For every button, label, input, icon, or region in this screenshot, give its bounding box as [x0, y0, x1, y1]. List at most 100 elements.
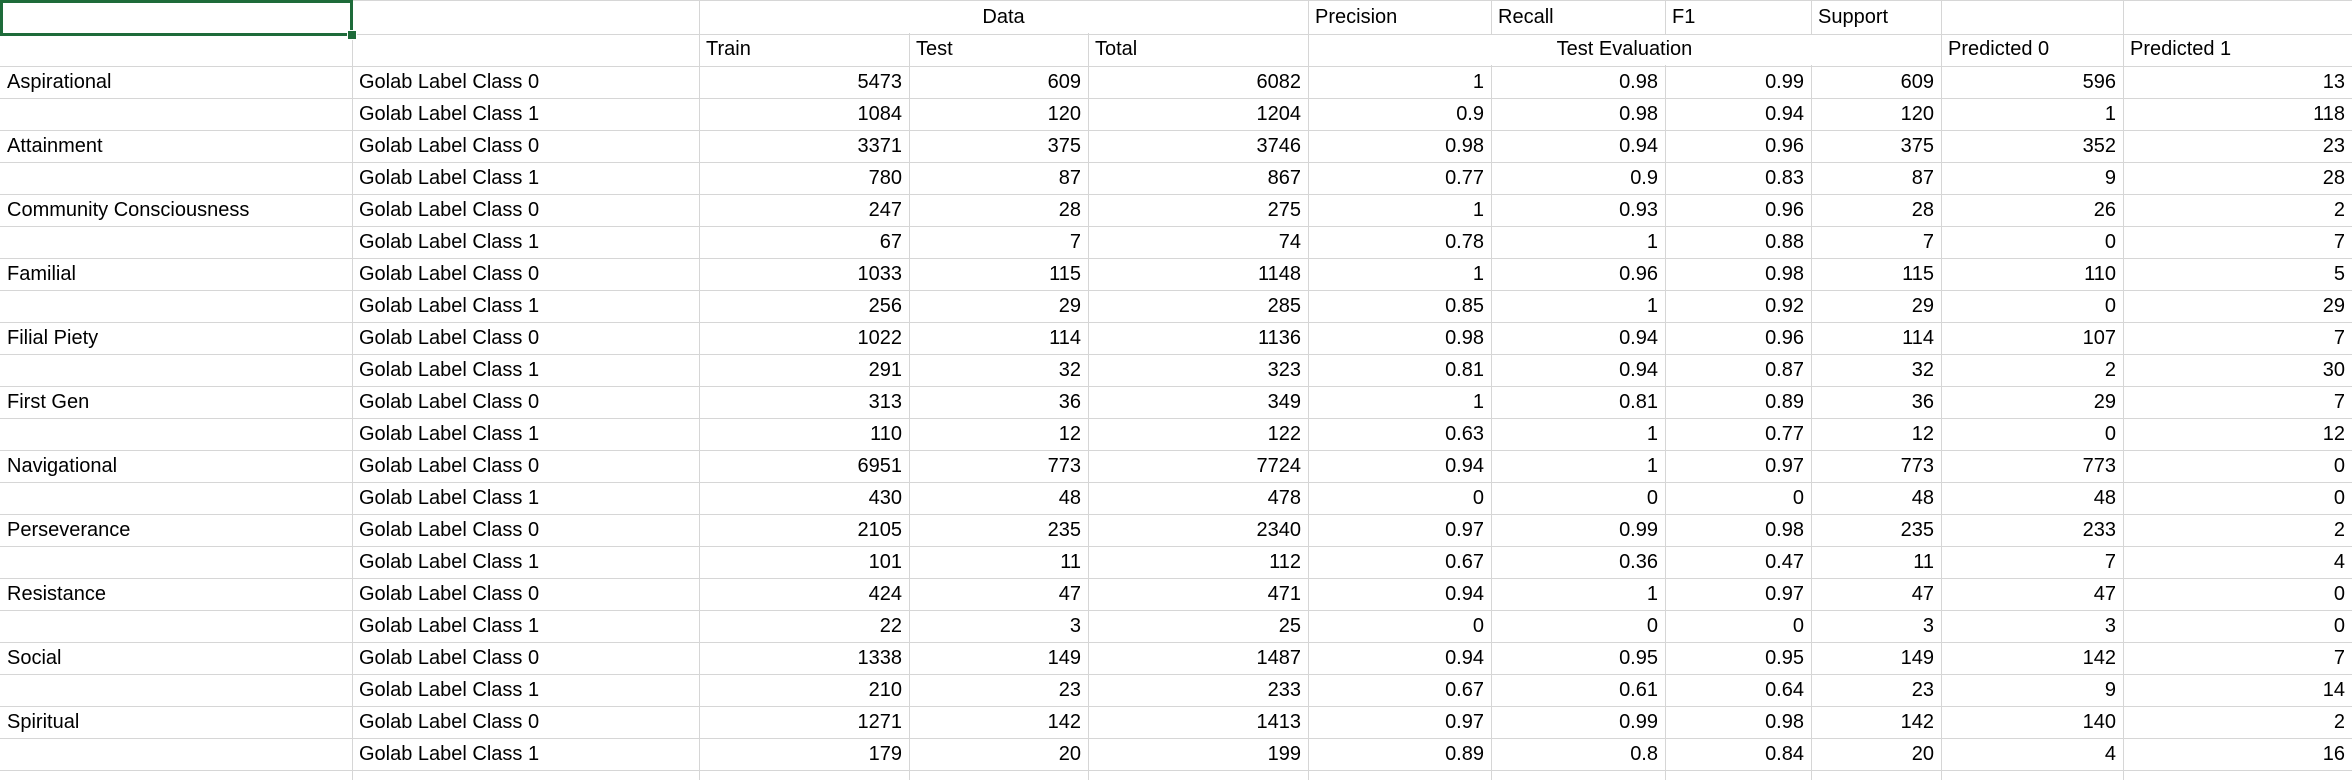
cell-test[interactable]: 114: [1049, 327, 1081, 349]
cell-predicted-0[interactable]: 0: [2104, 295, 2116, 317]
cell-precision[interactable]: 0: [1472, 615, 1484, 637]
cell-support[interactable]: 29: [1911, 295, 1934, 317]
cell-support[interactable]: 20: [1911, 743, 1934, 765]
cell-category[interactable]: [0, 419, 352, 451]
cell-support[interactable]: 12: [1911, 423, 1934, 445]
cell-test[interactable]: 609: [1047, 71, 1081, 93]
cell-test[interactable]: 28: [1058, 199, 1081, 221]
cell-train[interactable]: 430: [868, 487, 902, 509]
cell-support[interactable]: 32: [1911, 359, 1934, 381]
cell-label[interactable]: Golab Label Class 1: [359, 743, 540, 765]
header-test-evaluation[interactable]: Test Evaluation: [1556, 38, 1693, 60]
cell-recall[interactable]: 0: [1646, 487, 1658, 509]
cell-predicted-1[interactable]: 7: [2333, 327, 2345, 349]
cell-total[interactable]: 867: [1267, 167, 1301, 189]
cell-recall[interactable]: 0.36: [1619, 551, 1658, 573]
cell-f1[interactable]: 0.87: [1765, 359, 1804, 381]
cell-label[interactable]: Golab Label Class 0: [359, 647, 540, 669]
cell-support[interactable]: 23: [1911, 679, 1934, 701]
cell-precision[interactable]: 0.94: [1445, 583, 1484, 605]
cell-train[interactable]: 179: [868, 743, 902, 765]
cell-predicted-1[interactable]: 5: [2333, 263, 2345, 285]
cell-label[interactable]: Golab Label Class 1: [359, 359, 540, 381]
cell-f1[interactable]: 0.96: [1765, 327, 1804, 349]
cell-predicted-1[interactable]: 12: [2322, 423, 2345, 445]
cell-label[interactable]: Golab Label Class 0: [359, 327, 540, 349]
cell-precision[interactable]: 1: [1472, 199, 1484, 221]
cell-predicted-0[interactable]: 9: [2104, 679, 2116, 701]
cell-f1[interactable]: 0.98: [1765, 519, 1804, 541]
cell-category[interactable]: [0, 227, 352, 259]
cell-test[interactable]: 29: [1058, 295, 1081, 317]
cell-support[interactable]: 149: [1900, 647, 1934, 669]
cell-support[interactable]: 773: [1900, 455, 1934, 477]
cell-total[interactable]: 6082: [1256, 71, 1302, 93]
cell-predicted-0[interactable]: 140: [2082, 711, 2116, 733]
cell-recall[interactable]: 0.9: [1630, 167, 1658, 189]
cell-precision[interactable]: 0.63: [1445, 423, 1484, 445]
cell-predicted-1[interactable]: 29: [2322, 295, 2345, 317]
cell-f1[interactable]: 0.77: [1765, 423, 1804, 445]
fill-handle[interactable]: [347, 30, 357, 40]
cell-precision[interactable]: 1: [1472, 71, 1484, 93]
cell-test[interactable]: 149: [1047, 647, 1081, 669]
cell-label[interactable]: Golab Label Class 1: [359, 295, 540, 317]
cell-recall[interactable]: 1: [1646, 583, 1658, 605]
cell-train[interactable]: 210: [868, 679, 902, 701]
cell-support[interactable]: 47: [1911, 583, 1934, 605]
cell-category[interactable]: First Gen: [7, 391, 90, 413]
cell-category[interactable]: Attainment: [7, 135, 103, 157]
cell-predicted-1[interactable]: 2: [2333, 519, 2345, 541]
cell-label[interactable]: Golab Label Class 1: [359, 423, 540, 445]
cell-support[interactable]: 48: [1911, 487, 1934, 509]
cell-total[interactable]: 233: [1267, 679, 1301, 701]
cell-precision[interactable]: 0.67: [1445, 551, 1484, 573]
cell-train[interactable]: 247: [868, 199, 902, 221]
cell-category[interactable]: [0, 99, 352, 131]
cell-category[interactable]: Filial Piety: [7, 327, 99, 349]
cell-recall[interactable]: 1: [1646, 231, 1658, 253]
cell-label[interactable]: Golab Label Class 0: [359, 135, 540, 157]
cell-total[interactable]: 112: [1269, 551, 1301, 573]
cell-support[interactable]: 235: [1900, 519, 1934, 541]
cell-train[interactable]: 1022: [857, 327, 903, 349]
cell-category[interactable]: Social: [7, 647, 62, 669]
cell-predicted-0[interactable]: 0: [2104, 423, 2116, 445]
cell-precision[interactable]: 1: [1472, 263, 1484, 285]
cell-train[interactable]: 5473: [857, 71, 903, 93]
cell-support[interactable]: 114: [1902, 327, 1934, 349]
cell-recall[interactable]: 0.99: [1619, 711, 1658, 733]
cell-recall[interactable]: 0.8: [1630, 743, 1658, 765]
cell-predicted-1[interactable]: 14: [2322, 679, 2345, 701]
header-train[interactable]: Train: [706, 38, 751, 60]
header-test[interactable]: Test: [916, 38, 953, 60]
cell-support[interactable]: 142: [1900, 711, 1934, 733]
cell-train[interactable]: 101: [868, 551, 902, 573]
cell-category[interactable]: Perseverance: [7, 519, 131, 541]
header-predicted-1[interactable]: Predicted 1: [2130, 38, 2232, 60]
cell-category[interactable]: [0, 483, 352, 515]
cell-recall[interactable]: 0.61: [1619, 679, 1658, 701]
cell-label[interactable]: Golab Label Class 0: [359, 71, 540, 93]
cell-f1[interactable]: 0: [1792, 615, 1804, 637]
cell-recall[interactable]: 0.93: [1619, 199, 1658, 221]
cell-train[interactable]: 2105: [857, 519, 903, 541]
cell-precision[interactable]: 0.81: [1445, 359, 1484, 381]
cell-total[interactable]: 478: [1267, 487, 1301, 509]
header-predicted-0[interactable]: Predicted 0: [1948, 38, 2050, 60]
cell-test[interactable]: 11: [1060, 551, 1081, 573]
cell-total[interactable]: 3746: [1256, 135, 1302, 157]
cell-total[interactable]: 1136: [1257, 327, 1301, 349]
cell-predicted-1[interactable]: 7: [2333, 231, 2345, 253]
cell-total[interactable]: 122: [1267, 423, 1301, 445]
cell-train[interactable]: 3371: [857, 135, 903, 157]
header-recall[interactable]: Recall: [1498, 6, 1554, 28]
cell-total[interactable]: 74: [1278, 231, 1301, 253]
cell-precision[interactable]: 0.77: [1445, 167, 1484, 189]
cell-precision[interactable]: 0.78: [1445, 231, 1484, 253]
cell-total[interactable]: 1148: [1257, 263, 1301, 285]
cell-total[interactable]: 1487: [1256, 647, 1302, 669]
cell-train[interactable]: 22: [879, 615, 902, 637]
cell-label[interactable]: Golab Label Class 0: [359, 711, 540, 733]
